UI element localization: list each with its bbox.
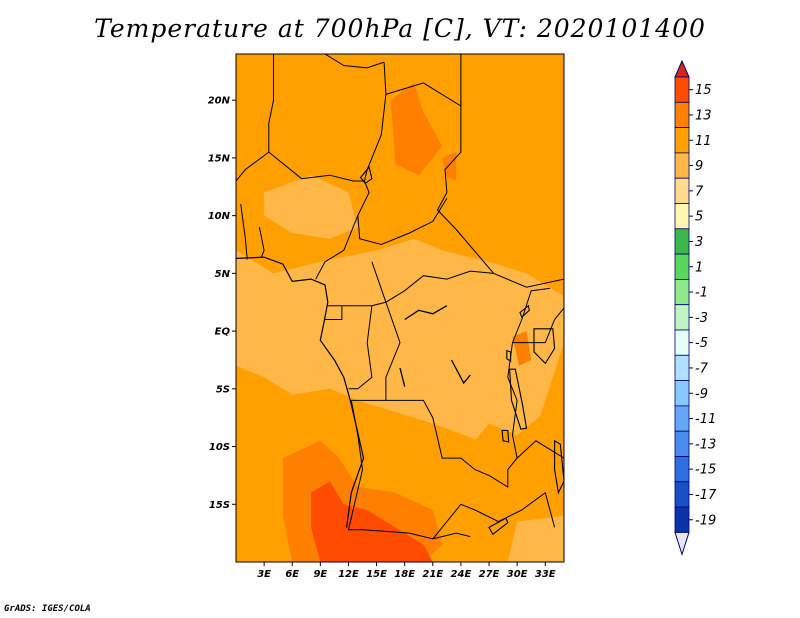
colorbar-swatch — [674, 203, 690, 230]
country-border — [325, 305, 343, 320]
country-border — [347, 400, 471, 540]
shade-southeast-cool — [507, 515, 564, 562]
lat-tick-label: 15N — [208, 153, 231, 164]
lon-tick-label: 24E — [451, 569, 472, 580]
shade-tropical-band-7-9-north — [264, 175, 358, 239]
colorbar-label: -11 — [695, 412, 716, 427]
shade-northern-hotspot-1 — [390, 82, 443, 176]
colorbar-label: -7 — [695, 361, 709, 376]
colorbar-top-triangle — [674, 59, 690, 78]
lat-tick-label: 15S — [209, 500, 230, 511]
colorbar-swatch — [674, 405, 690, 432]
lat-tick-label: 20N — [208, 96, 231, 107]
colorbar-label: -3 — [695, 311, 708, 326]
colorbar-label: 11 — [695, 134, 712, 149]
temperature-map — [236, 54, 564, 562]
lon-tick-label: 18E — [394, 569, 415, 580]
colorbar-swatch — [674, 101, 690, 129]
country-border — [348, 305, 373, 390]
map-frame — [235, 53, 565, 563]
lake-malawi — [554, 439, 564, 495]
colorbar-swatch — [674, 456, 690, 483]
river-segment — [404, 305, 448, 321]
country-border — [327, 301, 387, 307]
colorbar-swatch — [674, 278, 690, 306]
lon-tick-label: 33E — [535, 569, 556, 580]
country-border — [236, 54, 274, 182]
colorbar-swatch — [674, 354, 690, 381]
grads-credit: GrADS: IGES/COLA — [4, 604, 91, 614]
country-border — [521, 287, 550, 320]
lake-tanganyika — [509, 368, 528, 430]
lon-tick-label: 6E — [285, 569, 299, 580]
country-border — [436, 100, 564, 288]
colorbar-swatch — [674, 127, 690, 154]
lon-tick-label: 27E — [479, 569, 500, 580]
lon-tick-label: 9E — [313, 569, 327, 580]
country-border — [324, 54, 385, 69]
shade-east-hotspot — [512, 331, 532, 366]
colorbar-label: 15 — [695, 83, 712, 98]
colorbar-label: 9 — [695, 159, 703, 174]
colorbar-label: -9 — [695, 387, 708, 402]
colorbar-swatch — [674, 506, 690, 533]
lat-tick-label: 10N — [208, 211, 231, 222]
colorbar-label: -1 — [695, 286, 708, 301]
lat-tick-label: 10S — [209, 442, 230, 453]
colorbar-label: -13 — [695, 437, 716, 452]
country-border — [268, 151, 365, 182]
lake-kariba — [488, 517, 509, 536]
lat-tick-label: 5S — [216, 384, 230, 395]
colorbar-swatch — [674, 380, 690, 407]
colorbar-label: 5 — [695, 210, 703, 225]
colorbar-swatch — [674, 430, 690, 457]
colorbar-swatch — [674, 152, 690, 179]
country-border — [512, 307, 564, 344]
colorbar-label: -15 — [695, 463, 716, 478]
colorbar-swatch — [674, 76, 690, 103]
country-border — [385, 54, 462, 107]
country-border — [357, 180, 448, 246]
colorbar-swatch — [674, 329, 690, 356]
country-border — [240, 204, 248, 260]
colorbar: 15 13 11 9 7 5 3 1 -1 -3 -5 -7 -9 -11 -13 -15 -17 -19 — [674, 59, 717, 557]
colorbar-label: 7 — [695, 184, 704, 199]
colorbar-swatch — [674, 304, 690, 331]
coastline — [236, 256, 365, 528]
colorbar-label: -19 — [695, 513, 716, 528]
lake-kivu — [506, 349, 512, 363]
river-segment — [450, 359, 471, 385]
shade-tropical-band-7-9 — [236, 238, 564, 459]
colorbar-bottom-triangle — [674, 531, 690, 557]
lon-tick-label: 3E — [257, 569, 271, 580]
country-border — [258, 227, 265, 258]
lon-tick-label: 15E — [366, 569, 387, 580]
lake-mweru — [501, 429, 510, 443]
lake-victoria — [533, 328, 556, 365]
country-border — [351, 302, 401, 401]
river-segment — [399, 367, 406, 387]
lon-tick-label: 21E — [422, 569, 443, 580]
colorbar-swatch — [674, 228, 690, 255]
colorbar-label: 1 — [695, 260, 703, 275]
lake-chad — [359, 165, 373, 185]
colorbar-label: -5 — [695, 336, 708, 351]
colorbar-swatch — [674, 177, 690, 204]
colorbar-label: 3 — [695, 235, 703, 250]
lake-albert — [519, 304, 530, 319]
country-border — [315, 215, 359, 280]
colorbar-label: 13 — [695, 108, 712, 123]
lon-tick-label: 30E — [507, 569, 528, 580]
lat-tick-label: 5N — [215, 269, 231, 280]
country-border — [363, 62, 387, 182]
lon-tick-label: 12E — [338, 569, 359, 580]
colorbar-swatch — [674, 481, 690, 508]
shade-southwest-hot-13-15 — [311, 481, 433, 562]
page-title: Temperature at 700hPa [C], VT: 202010140… — [94, 14, 706, 43]
colorbar-label: -17 — [695, 488, 717, 503]
colorbar-swatch — [674, 253, 690, 280]
map-axes: 20N 15N 10N 5N EQ 5S 10S 15S 3E 6E 9E 12E 15E 18E 21E 2… — [208, 96, 556, 580]
lat-tick-label: EQ — [215, 327, 231, 338]
